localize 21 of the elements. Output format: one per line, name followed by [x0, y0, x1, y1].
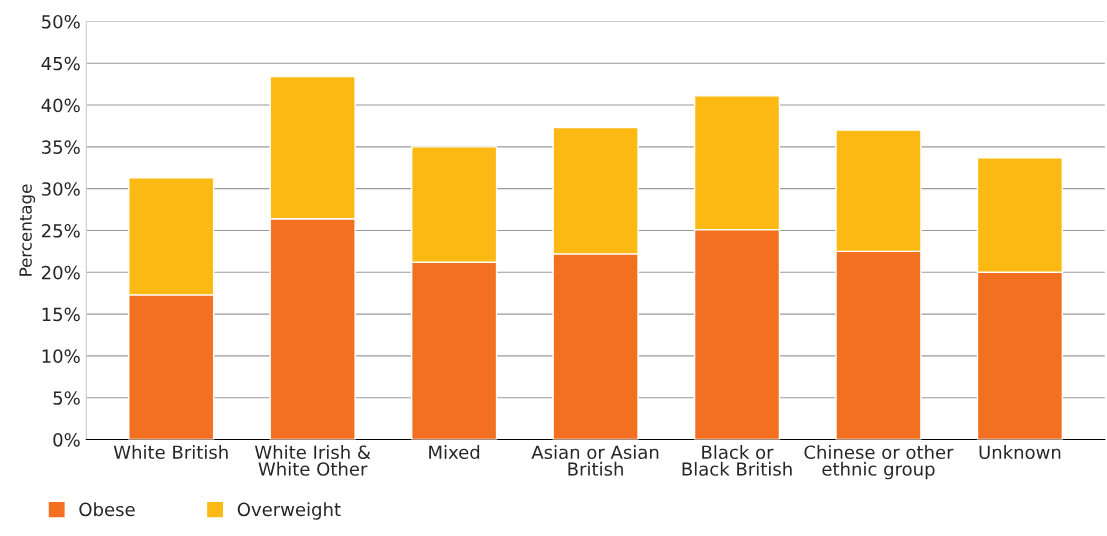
x-tick-label: Chinese or other ethnic group — [804, 445, 954, 480]
x-tick-label: Mixed — [429, 445, 480, 460]
y-tick-label: 0% — [53, 432, 80, 447]
x-tick-label: Unknown — [979, 445, 1061, 460]
y-tick-label: 15% — [42, 307, 80, 322]
legend-label: Overweight — [237, 502, 341, 520]
y-tick-label: 5% — [53, 391, 80, 405]
x-tick-label: Black or Black British — [682, 445, 792, 476]
x-tick-label: White British — [113, 445, 228, 460]
y-tick-label: 35% — [42, 140, 80, 154]
y-tick-label: 30% — [42, 182, 80, 196]
x-tick-label: White Irish & White Other — [254, 445, 371, 476]
y-axis-title: Percentage — [19, 184, 36, 276]
x-tick-label: Asian or Asian British — [531, 445, 659, 476]
y-tick-label: 50% — [42, 14, 80, 29]
y-tick-label: 10% — [42, 349, 80, 364]
y-tick-label: 25% — [41, 223, 80, 238]
y-tick-label: 40% — [41, 98, 80, 113]
y-tick-label: 45% — [41, 56, 80, 71]
legend-label: Obese — [79, 502, 135, 517]
y-tick-label: 20% — [41, 265, 80, 280]
